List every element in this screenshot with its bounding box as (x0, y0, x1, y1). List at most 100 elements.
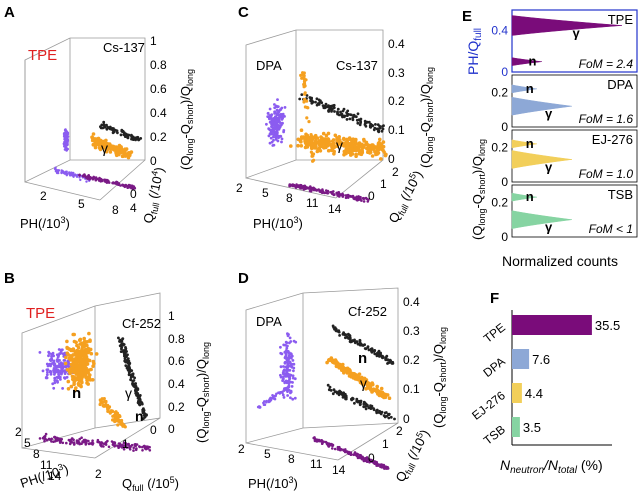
scatter-point (58, 363, 62, 366)
scatter-point (106, 407, 110, 411)
region-label-n: n (358, 350, 367, 367)
scatter-point (91, 439, 94, 442)
scatter-point (54, 439, 57, 443)
scatter-point (131, 372, 135, 376)
scatter-point (104, 443, 108, 446)
scatter-point (133, 444, 137, 447)
scatter-point (359, 402, 362, 406)
scatter-point (138, 403, 142, 407)
scatter-point (105, 127, 109, 131)
scatter-point (117, 336, 120, 340)
scatter-point (305, 94, 309, 97)
scatter-point (124, 360, 127, 364)
scatter-point (119, 147, 124, 152)
scatter-point (127, 363, 131, 366)
scatter-point (345, 367, 350, 371)
scatter-point (286, 390, 289, 393)
panel-letter: F (490, 290, 500, 307)
scatter-point (103, 125, 107, 129)
scatter-point (82, 440, 86, 444)
scatter-point (333, 110, 336, 113)
scatter-point (363, 119, 367, 123)
scatter-point (129, 378, 133, 382)
scatter-point (65, 143, 69, 147)
scatter-point (287, 355, 291, 359)
scatter-point (351, 375, 356, 380)
scatter-point (67, 360, 70, 363)
scatter-point (66, 141, 69, 145)
scatter-point (341, 109, 345, 113)
scatter-point (108, 150, 113, 154)
scatter-point (64, 365, 68, 368)
scatter-point (321, 131, 326, 136)
scatter-point (113, 181, 116, 185)
x-tick: 5 (262, 186, 269, 200)
scatter-point (380, 394, 384, 398)
scatter-point (66, 353, 71, 357)
scatter-point (326, 190, 329, 194)
scatter-point (346, 141, 351, 146)
scatter-point (110, 440, 114, 443)
scatter-point (102, 442, 106, 445)
panel-a: A TPE Cs-137 γ 0 0.2 0.4 0.6 0.8 1 2 5 8… (0, 0, 215, 240)
scatter-point (69, 384, 74, 389)
scatter-point (79, 383, 83, 388)
y-ticks: 0 1 2 (368, 165, 399, 203)
scatter-point (286, 394, 289, 397)
scatter-point (359, 456, 362, 460)
gamma-shadow (326, 383, 396, 421)
scatter-point (351, 339, 354, 342)
x-tick: 2 (40, 189, 47, 203)
scatter-point (75, 350, 80, 355)
scatter-point (375, 152, 379, 156)
region-label-gamma: γ (101, 140, 108, 156)
scatter-point (339, 448, 343, 451)
scatter-point (309, 150, 313, 154)
scatter-point (64, 355, 68, 360)
scatter-point (345, 111, 348, 114)
scatter-point (273, 106, 277, 110)
scatter-point (129, 184, 132, 187)
scatter-point (279, 345, 282, 349)
scatter-point (148, 449, 152, 452)
scatter-point (277, 113, 280, 116)
scatter-point (383, 153, 388, 157)
scatter-point (114, 153, 119, 158)
scatter-point (286, 334, 290, 338)
scatter-point (66, 135, 70, 138)
scatter-point (286, 372, 290, 376)
x-tick: 11 (306, 196, 319, 210)
scatter-point (286, 344, 289, 348)
scatter-point (299, 185, 303, 188)
scatter-point (127, 443, 130, 446)
scatter-point (283, 381, 287, 385)
y-tick: 0 (368, 189, 375, 203)
scatter-point (356, 121, 360, 125)
scatter-point (63, 128, 67, 132)
scatter-point (358, 341, 362, 345)
scatter-point (73, 357, 77, 361)
scatter-point (384, 465, 388, 468)
scatter-point (323, 139, 327, 144)
histogram-frame (511, 9, 638, 73)
scatter-point (309, 133, 313, 137)
projection-bottom (78, 173, 137, 191)
scatter-point (286, 386, 289, 390)
x-tick: 2 (236, 181, 243, 195)
x-tick: 14 (328, 202, 342, 216)
scatter-point (377, 463, 381, 466)
material-label: DPA (256, 58, 282, 73)
scatter-point (345, 194, 349, 197)
scatter-point (50, 352, 53, 356)
scatter-point (124, 133, 128, 137)
scatter-point (364, 378, 369, 382)
scatter-point (76, 345, 81, 350)
scatter-point (305, 186, 308, 189)
histogram-row-dpa: nγ DPA FoM = 1.6 0 0.2 (491, 74, 638, 134)
scatter-point (320, 137, 324, 141)
scatter-point (353, 341, 357, 345)
scatter-point (377, 389, 382, 394)
scatter-point (359, 151, 363, 156)
scatter-point (342, 149, 347, 154)
scatter-point (54, 166, 57, 169)
